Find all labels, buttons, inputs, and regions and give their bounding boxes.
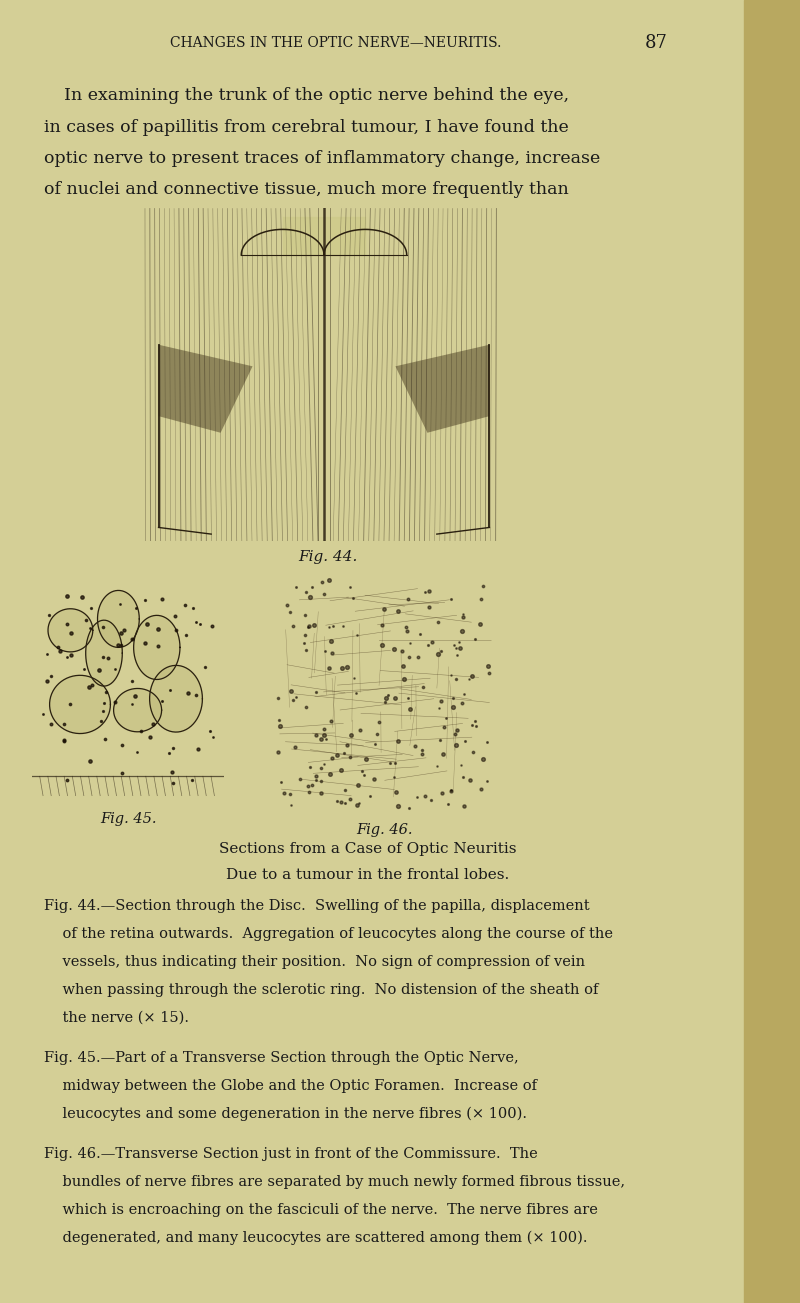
Bar bbox=[744, 0, 800, 1303]
Polygon shape bbox=[50, 675, 110, 734]
Text: In examining the trunk of the optic nerve behind the eye,: In examining the trunk of the optic nerv… bbox=[64, 87, 569, 104]
Text: Sections from a Case of Optic Neuritis: Sections from a Case of Optic Neuritis bbox=[219, 842, 517, 856]
Text: 87: 87 bbox=[645, 34, 667, 52]
Text: in cases of papillitis from cerebral tumour, I have found the: in cases of papillitis from cerebral tum… bbox=[44, 119, 569, 136]
Text: Fig. 46.: Fig. 46. bbox=[356, 823, 412, 838]
Text: bundles of nerve fibres are separated by much newly formed fibrous tissue,: bundles of nerve fibres are separated by… bbox=[44, 1175, 625, 1188]
Text: CHANGES IN THE OPTIC NERVE—NEURITIS.: CHANGES IN THE OPTIC NERVE—NEURITIS. bbox=[170, 36, 502, 50]
Text: degenerated, and many leucocytes are scattered among them (× 100).: degenerated, and many leucocytes are sca… bbox=[44, 1230, 587, 1246]
Polygon shape bbox=[98, 590, 139, 648]
Text: Fig. 44.—Section through the Disc.  Swelling of the papilla, displacement: Fig. 44.—Section through the Disc. Swell… bbox=[44, 899, 590, 913]
Polygon shape bbox=[114, 688, 162, 732]
Text: Fig. 46.—Transverse Section just in front of the Commissure.  The: Fig. 46.—Transverse Section just in fron… bbox=[44, 1147, 538, 1161]
Polygon shape bbox=[395, 345, 490, 433]
Text: Fig. 44.: Fig. 44. bbox=[298, 550, 358, 564]
Text: of nuclei and connective tissue, much more frequently than: of nuclei and connective tissue, much mo… bbox=[44, 181, 569, 198]
Text: of the retina outwards.  Aggregation of leucocytes along the course of the: of the retina outwards. Aggregation of l… bbox=[44, 928, 613, 941]
Text: midway between the Globe and the Optic Foramen.  Increase of: midway between the Globe and the Optic F… bbox=[44, 1079, 537, 1093]
Polygon shape bbox=[86, 620, 122, 687]
Text: when passing through the sclerotic ring.  No distension of the sheath of: when passing through the sclerotic ring.… bbox=[44, 982, 598, 997]
Text: the nerve (× 15).: the nerve (× 15). bbox=[44, 1011, 189, 1025]
Polygon shape bbox=[134, 615, 180, 679]
Text: Fig. 45.: Fig. 45. bbox=[100, 812, 156, 826]
Text: optic nerve to present traces of inflammatory change, increase: optic nerve to present traces of inflamm… bbox=[44, 150, 600, 167]
Polygon shape bbox=[150, 666, 202, 732]
Polygon shape bbox=[48, 609, 93, 652]
Text: which is encroaching on the fasciculi of the nerve.  The nerve fibres are: which is encroaching on the fasciculi of… bbox=[44, 1203, 598, 1217]
Text: leucocytes and some degeneration in the nerve fibres (× 100).: leucocytes and some degeneration in the … bbox=[44, 1106, 527, 1122]
Text: vessels, thus indicating their position.  No sign of compression of vein: vessels, thus indicating their position.… bbox=[44, 955, 585, 969]
Polygon shape bbox=[158, 345, 253, 433]
Text: Due to a tumour in the frontal lobes.: Due to a tumour in the frontal lobes. bbox=[226, 868, 510, 882]
Text: Fig. 45.—Part of a Transverse Section through the Optic Nerve,: Fig. 45.—Part of a Transverse Section th… bbox=[44, 1050, 518, 1065]
